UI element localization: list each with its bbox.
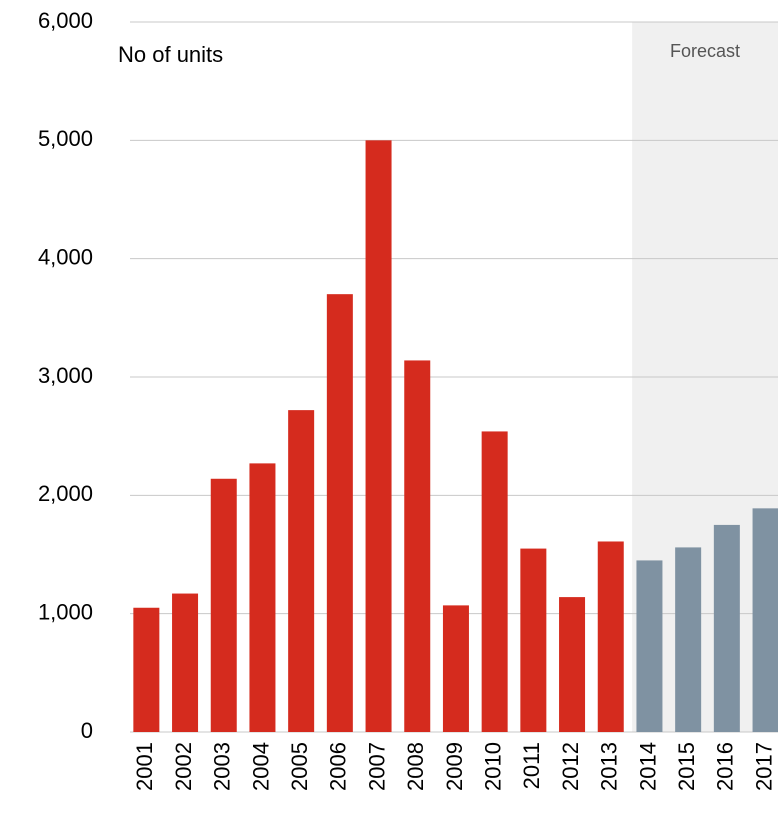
forecast-label: Forecast — [670, 41, 740, 61]
bar — [481, 431, 508, 732]
y-tick-label: 0 — [81, 718, 93, 743]
y-tick-label: 5,000 — [38, 126, 93, 151]
bar — [675, 547, 702, 732]
y-tick-label: 2,000 — [38, 481, 93, 506]
bar — [133, 607, 160, 732]
x-tick-label: 2004 — [248, 742, 273, 791]
x-tick-label: 2006 — [326, 742, 351, 791]
bar — [365, 140, 392, 733]
x-tick-label: 2014 — [635, 742, 660, 791]
bar — [404, 360, 431, 732]
x-tick-label: 2016 — [713, 742, 738, 791]
bar — [752, 508, 778, 732]
y-tick-label: 6,000 — [38, 8, 93, 33]
bar — [288, 410, 315, 732]
x-tick-label: 2005 — [287, 742, 312, 791]
y-tick-label: 1,000 — [38, 599, 93, 624]
x-tick-label: 2007 — [364, 742, 389, 791]
bar — [210, 478, 237, 732]
bar — [172, 593, 199, 732]
x-tick-label: 2015 — [674, 742, 699, 791]
x-tick-label: 2010 — [480, 742, 505, 791]
bar — [636, 560, 663, 732]
bar — [559, 597, 586, 732]
x-tick-label: 2012 — [558, 742, 583, 791]
bar — [249, 463, 276, 732]
bar — [520, 548, 547, 732]
x-tick-label: 2017 — [751, 742, 776, 791]
bar — [326, 294, 353, 732]
bar — [597, 541, 624, 732]
x-tick-label: 2013 — [597, 742, 622, 791]
x-tick-label: 2001 — [132, 742, 157, 791]
y-tick-label: 4,000 — [38, 244, 93, 269]
chart-title: No of units — [118, 42, 223, 67]
y-tick-label: 3,000 — [38, 363, 93, 388]
x-tick-label: 2009 — [442, 742, 467, 791]
bar — [713, 524, 740, 732]
x-tick-label: 2002 — [171, 742, 196, 791]
x-tick-label: 2011 — [519, 742, 544, 789]
x-tick-label: 2008 — [403, 742, 428, 791]
bar — [442, 605, 469, 732]
x-tick-label: 2003 — [210, 742, 235, 791]
